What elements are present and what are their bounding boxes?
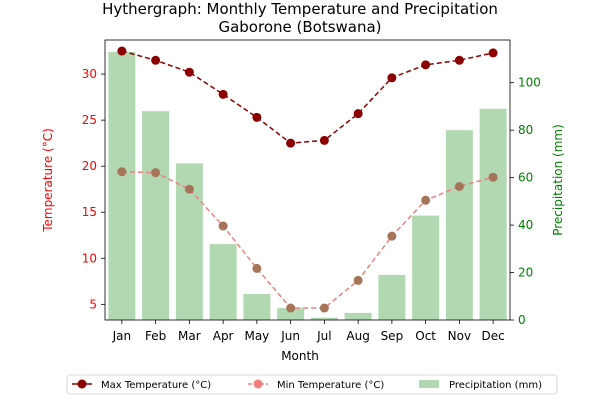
left-y-axis-label: Temperature (°C) bbox=[41, 128, 55, 233]
precipitation-bar-feb bbox=[142, 111, 170, 321]
min-temperature-point-jul bbox=[319, 303, 329, 313]
x-tick-label: Jun bbox=[280, 329, 300, 343]
left-y-tick-label: 15 bbox=[82, 205, 97, 219]
min-temperature-series bbox=[117, 167, 498, 313]
max-temperature-point-sep bbox=[387, 73, 397, 83]
min-temperature-point-mar bbox=[184, 184, 194, 194]
left-y-tick-label: 10 bbox=[82, 251, 97, 265]
legend-max-temp-label: Max Temperature (°C) bbox=[101, 380, 211, 391]
precipitation-bar-aug bbox=[344, 312, 372, 320]
max-temperature-point-oct bbox=[421, 60, 431, 70]
max-temperature-point-jul bbox=[319, 135, 329, 145]
right-y-tick-label: 0 bbox=[518, 313, 526, 327]
x-tick-label: Mar bbox=[178, 329, 201, 343]
right-y-axis: 0 20 40 60 80 100 bbox=[510, 76, 541, 327]
x-tick-label: Aug bbox=[346, 329, 369, 343]
x-axis: Jan Feb Mar Apr May Jun Jul Aug Sep Oct Nov Dec bbox=[112, 320, 505, 343]
precipitation-bar-jul bbox=[310, 317, 338, 320]
right-y-tick-label: 20 bbox=[518, 266, 533, 280]
x-tick-label: Apr bbox=[213, 329, 234, 343]
left-y-tick-label: 20 bbox=[82, 159, 97, 173]
precipitation-bar-oct bbox=[412, 215, 440, 320]
min-temperature-point-aug bbox=[353, 275, 363, 285]
precipitation-bar-sep bbox=[378, 274, 406, 320]
min-temperature-point-dec bbox=[488, 172, 498, 182]
max-temperature-line bbox=[121, 50, 494, 144]
legend-min-temp-label: Min Temperature (°C) bbox=[277, 380, 384, 391]
x-tick-label: Sep bbox=[381, 329, 404, 343]
min-temperature-point-jan bbox=[117, 167, 127, 177]
max-temperature-point-feb bbox=[151, 55, 161, 65]
min-temperature-point-sep bbox=[387, 231, 397, 241]
min-temperature-point-apr bbox=[218, 221, 228, 231]
legend-precip-swatch bbox=[419, 380, 439, 388]
chart-title: Hythergraph: Monthly Temperature and Pre… bbox=[102, 0, 498, 18]
left-y-tick-label: 5 bbox=[89, 297, 97, 311]
x-tick-label: Jul bbox=[316, 329, 331, 343]
precipitation-bar-jun bbox=[277, 308, 305, 320]
precipitation-bar-nov bbox=[445, 130, 473, 320]
right-y-tick-label: 40 bbox=[518, 218, 533, 232]
precipitation-bar-may bbox=[243, 293, 271, 320]
x-tick-label: Oct bbox=[415, 329, 436, 343]
left-y-axis: 5 10 15 20 25 30 bbox=[82, 67, 105, 311]
max-temperature-point-jan bbox=[117, 46, 127, 56]
x-axis-label: Month bbox=[281, 349, 319, 363]
right-y-tick-label: 60 bbox=[518, 171, 533, 185]
precipitation-bar-apr bbox=[209, 244, 237, 320]
min-temperature-point-oct bbox=[421, 195, 431, 205]
x-tick-label: May bbox=[244, 329, 269, 343]
precipitation-bar-dec bbox=[479, 108, 507, 320]
max-temperature-point-jun bbox=[286, 138, 296, 148]
chart-subtitle: Gaborone (Botswana) bbox=[218, 18, 381, 36]
legend-min-temp-marker bbox=[253, 379, 263, 389]
max-temperature-point-nov bbox=[454, 55, 464, 65]
max-temperature-point-may bbox=[252, 112, 262, 122]
max-temperature-point-apr bbox=[218, 89, 228, 99]
plot-frame bbox=[104, 39, 511, 321]
max-temperature-series bbox=[117, 46, 498, 148]
min-temperature-point-feb bbox=[151, 168, 161, 178]
right-y-tick-label: 100 bbox=[518, 76, 541, 90]
precipitation-bar-jan bbox=[108, 51, 136, 320]
min-temperature-point-nov bbox=[454, 181, 464, 191]
right-y-tick-label: 80 bbox=[518, 123, 533, 137]
right-y-axis-label: Precipitation (mm) bbox=[551, 124, 565, 236]
x-tick-label: Jan bbox=[112, 329, 132, 343]
min-temperature-line bbox=[121, 170, 494, 309]
max-temperature-point-mar bbox=[184, 67, 194, 77]
max-temperature-point-dec bbox=[488, 48, 498, 58]
min-temperature-point-jun bbox=[286, 303, 296, 313]
max-temperature-point-aug bbox=[353, 109, 363, 119]
legend: Max Temperature (°C) Min Temperature (°C… bbox=[66, 374, 558, 395]
legend-max-temp-marker bbox=[77, 379, 87, 389]
precipitation-bars bbox=[108, 51, 507, 321]
left-y-tick-label: 25 bbox=[82, 113, 97, 127]
left-y-tick-label: 30 bbox=[82, 67, 97, 81]
x-tick-label: Nov bbox=[448, 329, 471, 343]
legend-box bbox=[66, 374, 558, 395]
legend-precip-label: Precipitation (mm) bbox=[449, 380, 542, 391]
x-tick-label: Feb bbox=[145, 329, 166, 343]
min-temperature-point-may bbox=[252, 263, 262, 273]
x-tick-label: Dec bbox=[482, 329, 505, 343]
